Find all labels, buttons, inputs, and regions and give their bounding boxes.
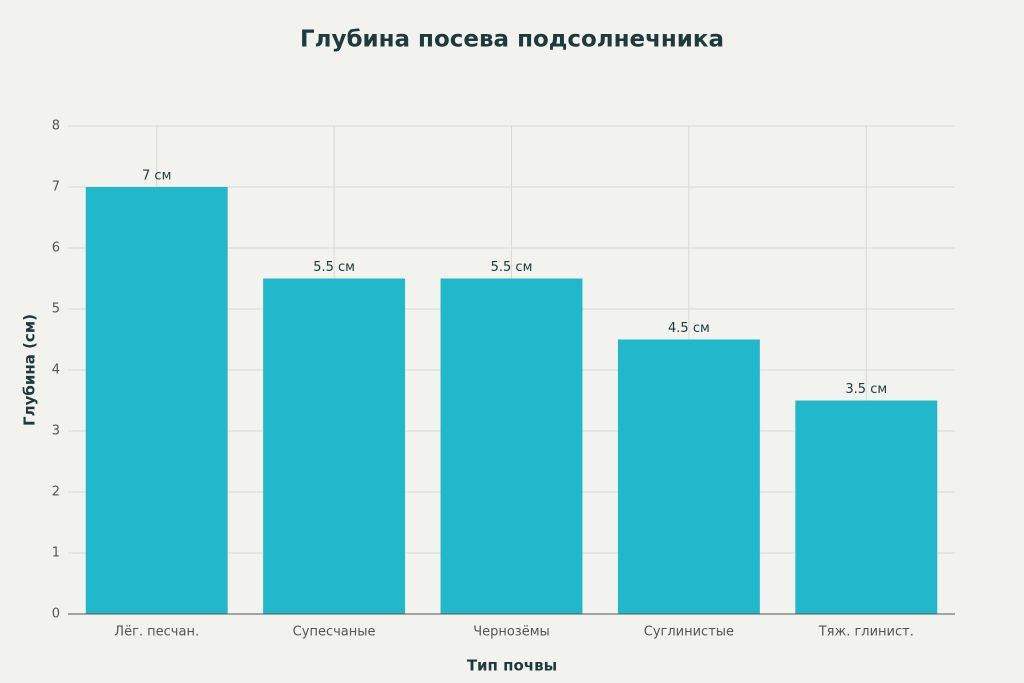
y-tick-label: 8 bbox=[52, 119, 60, 134]
x-tick-label: Суглинистые bbox=[644, 625, 734, 640]
y-tick-label: 1 bbox=[52, 546, 60, 561]
x-tick-label: Супесчаные bbox=[293, 625, 376, 640]
bar bbox=[795, 400, 938, 614]
bar bbox=[85, 187, 228, 614]
value-label: 7 см bbox=[142, 169, 171, 184]
y-tick-label: 2 bbox=[52, 485, 60, 500]
value-label: 5.5 см bbox=[313, 260, 355, 275]
value-label: 5.5 см bbox=[491, 260, 533, 275]
value-label: 3.5 см bbox=[845, 382, 887, 397]
x-tick-label: Лёг. песчан. bbox=[114, 625, 199, 640]
y-axis-title: Глубина (см) bbox=[21, 314, 39, 426]
y-tick-label: 0 bbox=[52, 607, 60, 622]
y-tick-label: 3 bbox=[52, 424, 60, 439]
y-tick-label: 7 bbox=[52, 180, 60, 195]
bar bbox=[617, 339, 760, 614]
x-tick-label: Тяж. глинист. bbox=[818, 625, 914, 640]
value-label: 4.5 см bbox=[668, 321, 710, 336]
bar bbox=[263, 278, 406, 614]
y-tick-label: 4 bbox=[52, 363, 60, 378]
bar bbox=[440, 278, 583, 614]
x-axis-title: Тип почвы bbox=[467, 657, 557, 675]
x-tick-label: Чернозёмы bbox=[473, 625, 550, 640]
chart-title: Глубина посева подсолнечника bbox=[300, 27, 724, 53]
y-tick-label: 5 bbox=[52, 302, 60, 317]
y-tick-label: 6 bbox=[52, 241, 60, 256]
